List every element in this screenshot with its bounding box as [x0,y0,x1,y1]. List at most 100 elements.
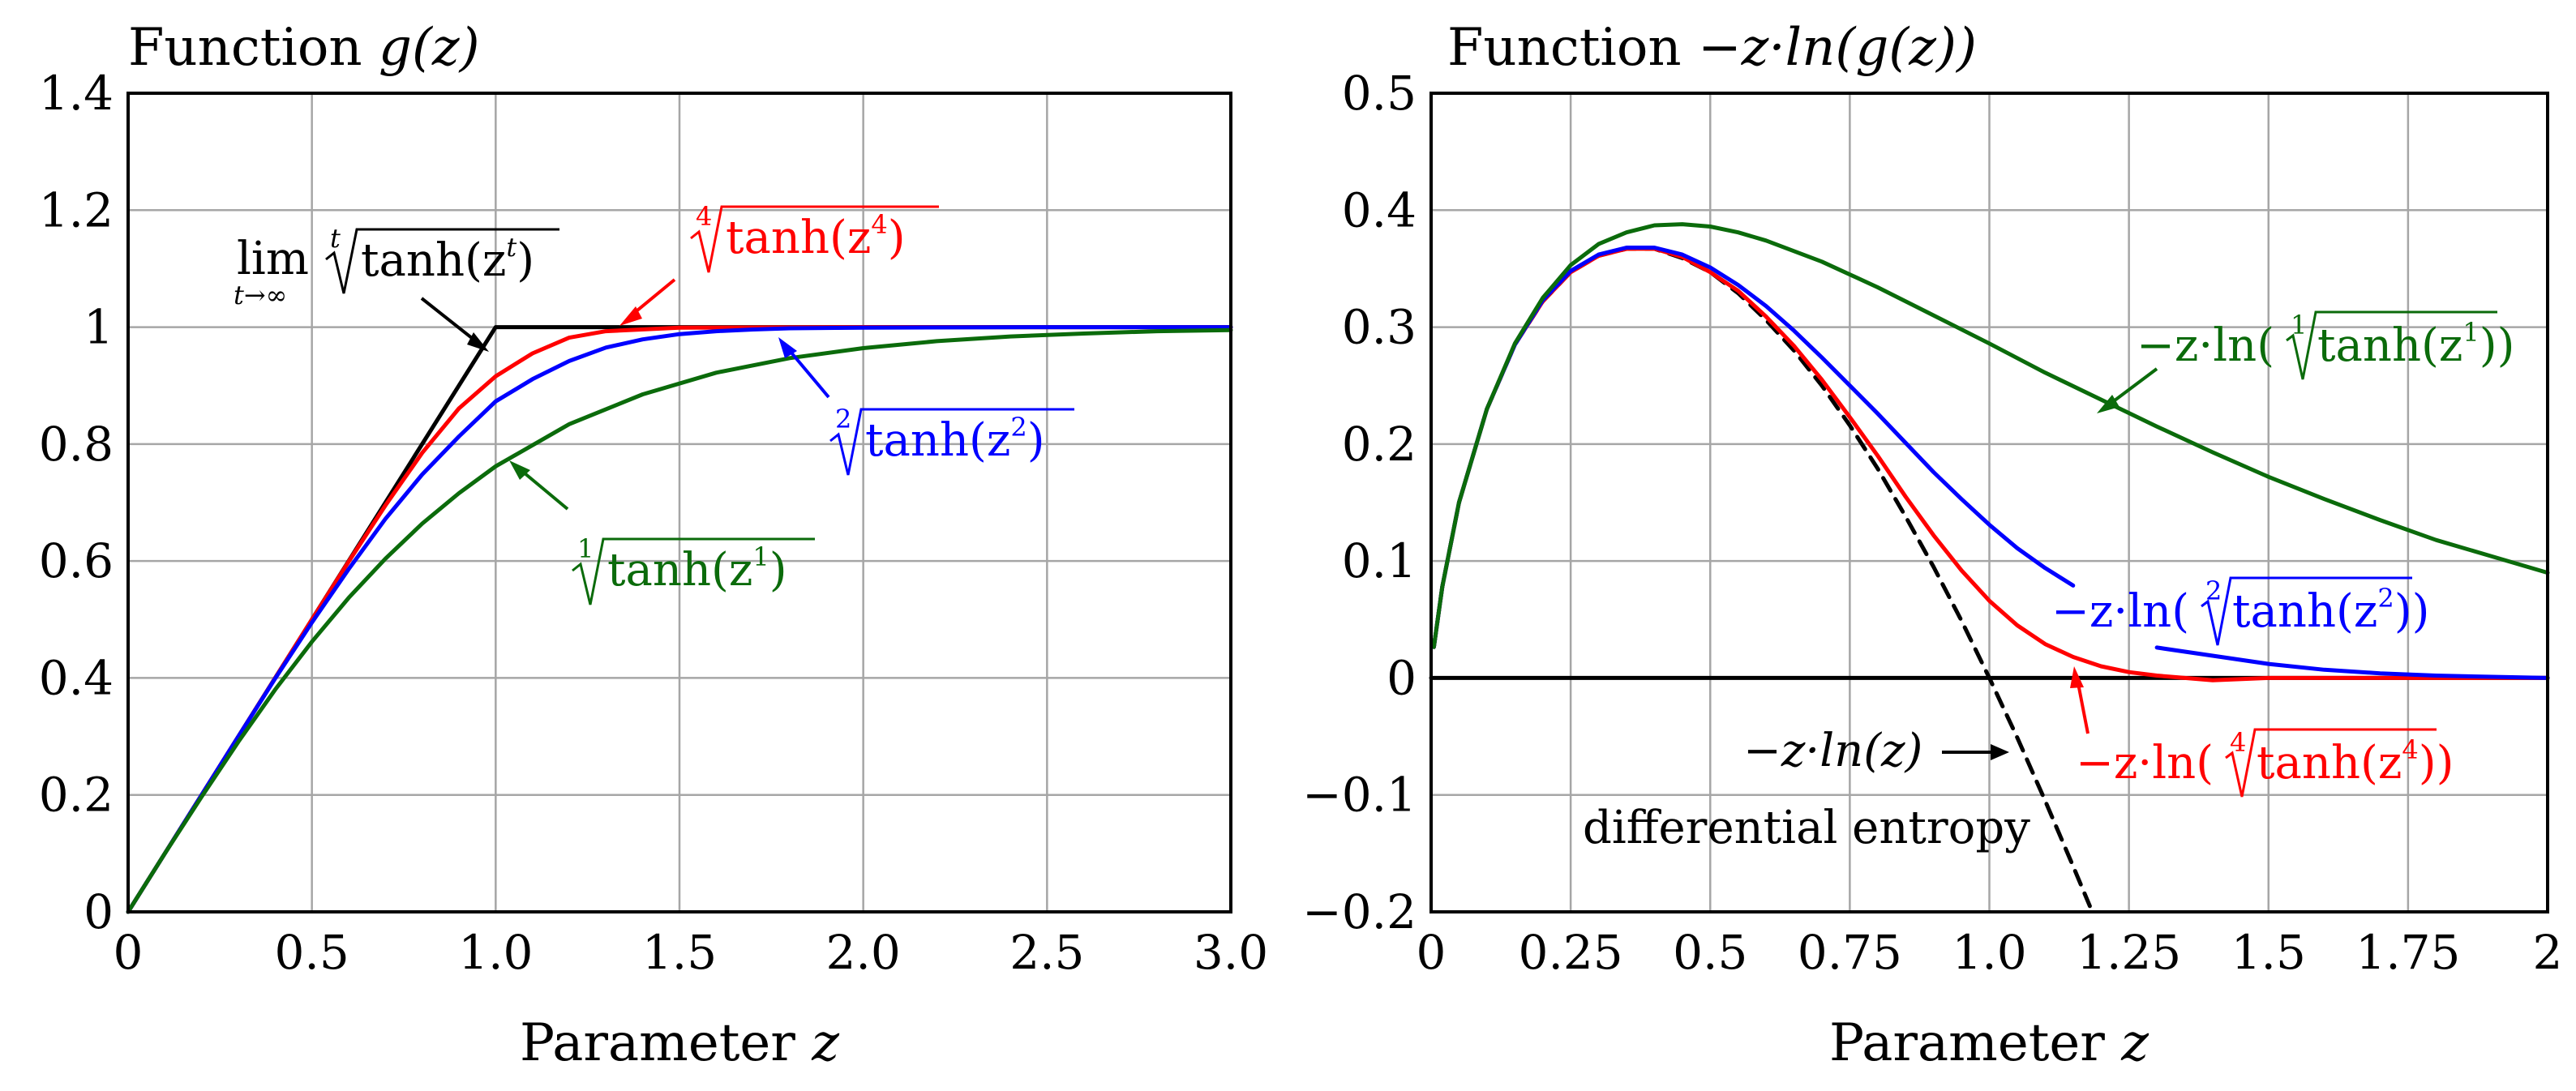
chart-left-g-of-z: Function g(z) 0 0.5 1.0 1.5 2.0 2.5 3.0 0 0.2 0.… [39,18,1268,1073]
annotation-right-red: −z·ln( 4 tanh(z4)) [2070,666,2454,798]
annotation-right-green: −z·ln( 1 tanh(z1)) [2097,310,2514,413]
left-y-tick-label: 0.2 [39,768,114,823]
ann-lim-subscript: t→∞ [234,280,287,310]
ann-right-red-radical [2225,728,2437,798]
right-x-tick-label: 0.75 [1798,925,1902,980]
right-x-tick-label: 0 [1417,925,1447,980]
ann-lim-root-index: t [330,223,341,254]
ann-blue-radical [829,408,1074,476]
ann-red-body: tanh(z4) [726,209,906,264]
right-y-tick-label: 0.4 [1342,182,1417,237]
ann-right-red-prefix: −z·ln( [2076,737,2214,789]
ann-blue-body: tanh(z2) [865,412,1045,467]
left-y-tick-labels: 0 0.2 0.4 0.6 0.8 1 1.2 1.4 [39,66,114,939]
ann-right-green-arrowhead [2097,395,2120,413]
right-y-tick-labels: −0.2 −0.1 0 0.1 0.2 0.3 0.4 0.5 [1302,66,1417,939]
left-x-tick-label: 0.5 [275,925,349,980]
ann-red-root-index: 4 [696,201,712,232]
right-y-tick-label: 0.5 [1342,66,1417,121]
right-x-tick-label: 1.75 [2355,925,2460,980]
left-y-tick-label: 1.2 [39,182,114,237]
annotation-green-curve: 1 tanh(z1) [509,460,815,605]
annotation-limit-curve: lim t→∞ t tanh(zt) [234,223,559,352]
ann-green-root-index: 1 [577,533,594,564]
left-series-line-2 [126,325,1233,914]
ann-right-green-body: tanh(z1)) [2317,317,2514,372]
left-x-tick-label: 2.0 [826,925,901,980]
ann-lim-word: lim [237,233,309,285]
left-x-tick-label: 1.0 [458,925,533,980]
ann-lim-body: tanh(zt) [361,232,534,287]
left-series-line-3 [126,327,1233,914]
left-x-tick-labels: 0 0.5 1.0 1.5 2.0 2.5 3.0 [114,925,1269,980]
annotation-entropy: −z·ln(z) differential entropy [1583,725,2030,854]
right-x-tick-labels: 0 0.25 0.5 0.75 1.0 1.25 1.5 1.75 2 [1417,925,2563,980]
ann-entropy-arrowhead [1991,744,2009,760]
ann-entropy-label: differential entropy [1583,802,2030,854]
left-x-tick-label: 0 [114,925,144,980]
ann-entropy-formula: −z·ln(z) [1743,725,1922,777]
ann-green-arrow [517,467,569,511]
right-y-tick-label: −0.2 [1302,884,1417,939]
ann-right-blue-index: 2 [2205,575,2222,606]
ann-right-red-arrow [2076,678,2090,734]
right-x-tick-label: 0.5 [1673,925,1747,980]
annotation-blue-curve: 2 tanh(z2) [778,337,1074,476]
left-y-tick-label: 1.4 [39,66,114,121]
ann-blue-arrow [785,345,830,399]
left-plot-frame [126,92,1232,913]
right-x-axis-label: Parameter z [1829,1013,2150,1073]
right-series-line-2 [1431,246,2550,682]
right-x-tick-label: 1.25 [2077,925,2181,980]
right-y-tick-label: 0.2 [1342,417,1417,472]
ann-right-green-prefix: −z·ln( [2137,319,2274,372]
right-x-tick-label: 2 [2533,925,2563,980]
ann-right-blue-radical [2201,576,2412,646]
left-y-tick-label: 1 [84,300,114,355]
ann-red-arrowhead [619,306,642,326]
right-chart-title: Function −z·ln(g(z)) [1447,18,1977,78]
annotation-red-curve: 4 tanh(z4) [619,201,939,326]
right-x-tick-label: 1.5 [2231,925,2306,980]
right-series-line-5 [1431,222,2550,649]
right-x-tick-label: 1.0 [1952,925,2026,980]
ann-blue-arrowhead [778,337,797,358]
ann-lim-arrow [420,297,482,346]
ann-blue-root-index: 2 [835,404,851,434]
left-curves [126,325,1233,914]
ann-right-blue-body: tanh(z2)) [2232,583,2429,638]
left-y-tick-label: 0.4 [39,650,114,705]
ann-lim-radical [325,228,559,294]
ann-right-green-radical [2286,310,2497,380]
left-grid [126,92,1232,913]
left-x-tick-label: 3.0 [1194,925,1268,980]
right-plot-frame [1429,92,2549,913]
left-x-axis-label: Parameter z [520,1013,840,1073]
right-series-line-4 [2154,645,2550,680]
left-x-tick-label: 2.5 [1009,925,1084,980]
ann-right-red-index: 4 [2230,727,2246,758]
right-y-tick-label: 0 [1387,650,1417,705]
chart-right-entropy: Function −z·ln(g(z)) 0 0.25 0.5 0.75 1.0 1.25… [1302,18,2562,1073]
ann-green-arrowhead [509,460,530,480]
ann-green-radical [572,537,815,605]
left-y-tick-label: 0.6 [39,533,114,588]
right-x-tick-label: 0.25 [1519,925,1623,980]
right-curves [1429,222,2550,909]
left-y-tick-label: 0 [84,884,114,939]
left-chart-title: Function g(z) [128,18,480,78]
ann-right-red-arrowhead [2070,666,2084,688]
right-y-tick-label: −0.1 [1302,768,1417,823]
left-x-tick-label: 1.5 [642,925,717,980]
annotation-right-blue: −z·ln( 2 tanh(z2)) [2051,575,2429,646]
ann-right-red-body: tanh(z4)) [2257,734,2454,789]
ann-right-green-index: 1 [2291,310,2307,340]
ann-right-green-arrow [2107,367,2158,407]
ann-red-radical [690,205,939,273]
ann-right-blue-prefix: −z·ln( [2051,585,2189,638]
right-y-tick-label: 0.1 [1342,533,1417,588]
left-y-tick-label: 0.8 [39,417,114,472]
ann-green-body: tanh(z1) [607,541,787,597]
right-y-tick-label: 0.3 [1342,300,1417,355]
